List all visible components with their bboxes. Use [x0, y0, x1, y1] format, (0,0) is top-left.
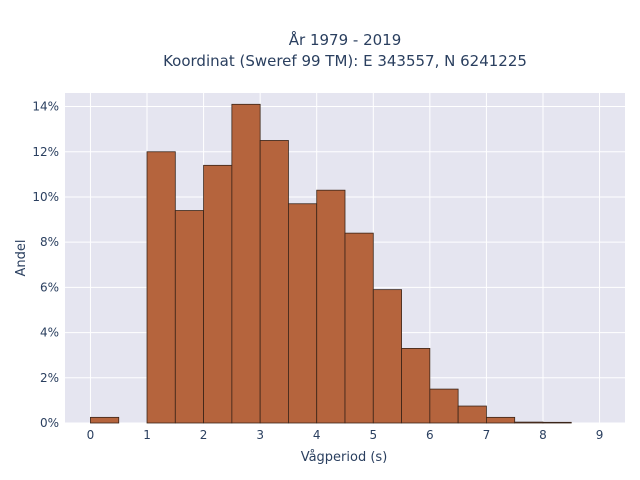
x-tick-label: 4 — [313, 428, 321, 442]
chart-title-line2: Koordinat (Sweref 99 TM): E 343557, N 62… — [163, 52, 527, 70]
y-tick-label: 4% — [40, 326, 59, 340]
x-tick-label: 8 — [539, 428, 547, 442]
y-axis-label: Andel — [14, 240, 29, 277]
histogram-bar — [514, 421, 544, 424]
histogram-bar — [259, 140, 289, 424]
y-tick-labels: 0% 2% 4% 6% 8% 10% 12% 14% — [32, 100, 59, 430]
x-tick-label: 6 — [426, 428, 434, 442]
x-tick-labels: 0 1 2 3 4 5 6 7 8 9 — [87, 428, 604, 442]
y-tick-label: 14% — [32, 100, 59, 114]
histogram-bar — [288, 203, 318, 424]
histogram-bar — [401, 348, 431, 424]
histogram-bar — [542, 421, 572, 424]
histogram-bar — [429, 388, 459, 424]
x-axis-label: Vågperiod (s) — [301, 450, 388, 465]
histogram-bar — [457, 405, 487, 424]
histogram-bar — [174, 210, 204, 424]
x-tick-label: 0 — [87, 428, 95, 442]
y-tick-label: 10% — [32, 190, 59, 204]
y-tick-label: 12% — [32, 145, 59, 159]
histogram-bar — [372, 289, 402, 424]
histogram-bar — [90, 416, 120, 424]
x-tick-label: 1 — [143, 428, 151, 442]
x-tick-label: 5 — [369, 428, 377, 442]
histogram-bar — [203, 164, 233, 424]
histogram-bar — [316, 189, 346, 424]
x-tick-label: 9 — [596, 428, 604, 442]
histogram-bar — [344, 232, 374, 424]
chart-title-line1: År 1979 - 2019 — [289, 30, 402, 49]
histogram-bar — [231, 103, 261, 424]
histogram-bar — [146, 151, 176, 424]
y-tick-label: 8% — [40, 235, 59, 249]
x-tick-label: 3 — [256, 428, 264, 442]
x-tick-label: 7 — [483, 428, 491, 442]
y-tick-label: 2% — [40, 371, 59, 385]
x-tick-label: 2 — [200, 428, 208, 442]
histogram-bar — [486, 416, 516, 424]
y-tick-label: 0% — [40, 416, 59, 430]
y-tick-label: 6% — [40, 280, 59, 294]
bars — [90, 103, 572, 424]
